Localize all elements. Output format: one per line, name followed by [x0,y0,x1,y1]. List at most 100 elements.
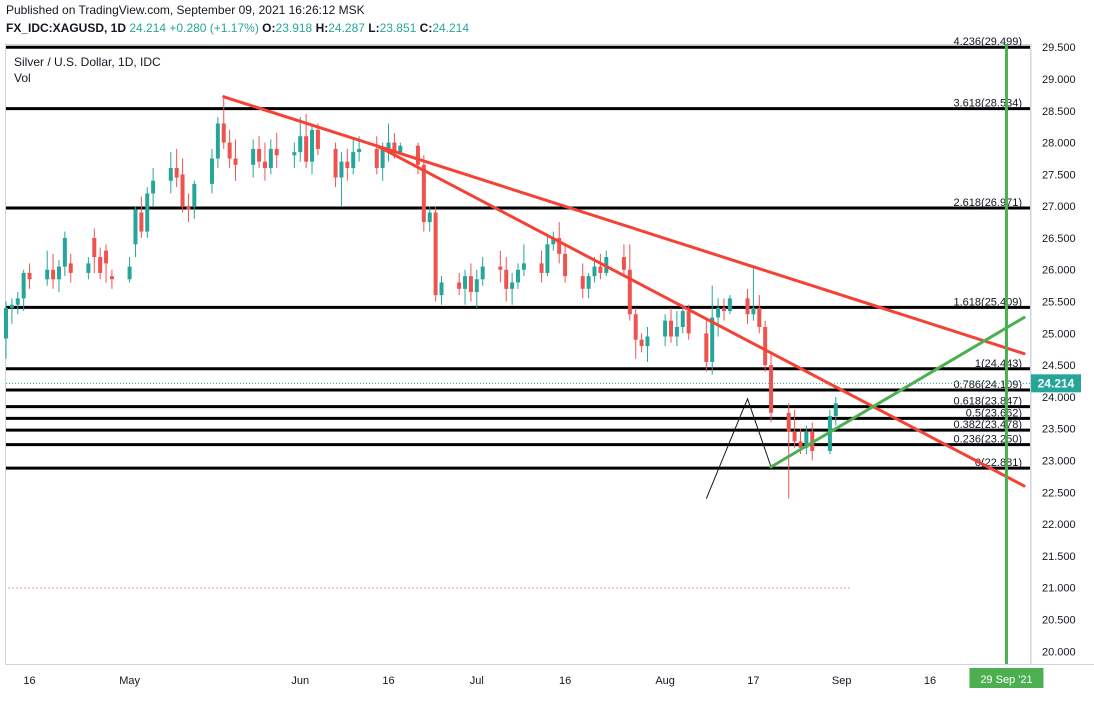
y-tick-label: 22.000 [1042,519,1076,531]
candle-body [304,136,309,162]
candle-body [21,272,26,299]
candle-body [215,123,220,159]
candle-body [192,183,197,207]
low-label: L: [368,21,380,35]
fib-level-label: 2.618(26.971) [954,197,1023,209]
trendline-red [375,144,1026,488]
candle-body [833,403,838,416]
time-axis[interactable]: 16 May Jun 16 Jul 16 Aug 17 Sep 16 [23,675,936,687]
y-tick-label: 28.500 [1042,106,1076,118]
candle-body [139,212,144,232]
candle-body [680,311,685,327]
x-tick-label: Jul [470,675,484,687]
candle-body [769,365,774,413]
candle-body [804,431,809,448]
ohlc-line: FX_IDC:XAGUSD, 1D 24.214 +0.280 (+1.17%)… [6,21,469,35]
candle-body [686,311,691,334]
candle-body [310,129,315,162]
candle-body [433,212,438,296]
candle-body [539,263,544,273]
y-tick-label: 25.500 [1042,297,1076,309]
open-label: O: [262,21,276,35]
trendlines-group [222,44,1026,664]
fib-level-label: 3.618(28.534) [954,98,1023,110]
candle-body [704,333,709,362]
candle-body [468,276,473,292]
candle-body [4,307,8,339]
candle-body [427,212,432,223]
last-price: 24.214 [129,21,167,35]
candle-body [498,266,503,270]
y-tick-label: 27.000 [1042,201,1076,213]
candle-body [151,180,156,194]
candle-body [233,158,238,165]
candle-body [145,193,150,232]
candle-body [563,253,568,277]
candle-body [551,237,556,245]
y-tick-label: 27.500 [1042,169,1076,181]
candle-body [763,326,768,366]
candle-body [374,148,379,168]
candle-body [257,148,262,162]
low-value: 23.851 [379,21,417,35]
candle-body [27,272,32,280]
published-line: Published on TradingView.com, September … [6,3,365,17]
candle-body [480,266,485,280]
candle-body [209,158,214,184]
candle-body [127,266,132,280]
y-tick-label: 26.500 [1042,233,1076,245]
candle-body [674,326,679,337]
candle-body [333,148,338,178]
legend-volume[interactable]: Vol [14,71,31,85]
candle-body [345,161,350,168]
x-tick-label: 17 [747,675,759,687]
y-tick-label: 21.500 [1042,551,1076,563]
symbol: FX_IDC:XAGUSD, 1D [6,21,127,35]
y-tick-label: 24.500 [1042,360,1076,372]
y-tick-label: 29.500 [1042,42,1076,54]
trendline-green [769,315,1026,469]
candle-body [98,257,103,273]
candle-body [727,298,732,312]
candle-body [586,276,591,289]
legend-title: Silver / U.S. Dollar, 1D, IDC [14,55,161,69]
y-tick-label: 29.000 [1042,74,1076,86]
candle-body [339,161,344,178]
high-value: 24.287 [328,21,365,35]
fib-level-label: 0.382(23.478) [954,419,1023,431]
candle-body [545,244,550,273]
candle-body [663,320,668,337]
candle-body [557,237,562,254]
candle-body [133,209,138,245]
candle-body [56,266,61,280]
candle-body [398,145,403,153]
candle-body [510,282,515,289]
candle-body [180,174,185,207]
x-tick-label: 16 [924,675,936,687]
close-value: 24.214 [432,21,470,35]
candle-body [51,269,56,280]
candle-body [15,298,20,305]
close-label: C: [419,21,433,35]
candle-body [109,276,114,280]
candle-body [298,136,303,153]
candle-body [516,269,520,283]
trendline-red [222,95,1026,356]
candle-body [639,339,644,347]
candle-body [45,269,50,280]
y-tick-label: 20.000 [1042,646,1076,658]
candle-body [645,336,650,347]
price-axis[interactable]: 20.000 20.500 21.000 21.500 22.000 22.500 23.0… [1042,42,1076,658]
change: +0.280 (+1.17%) [169,21,259,35]
fib-level-label: 0.5(23.662) [966,407,1022,419]
time-badge-text: 29 Sep '21 [980,674,1032,686]
candle-body [386,142,391,149]
candle-body [721,307,726,312]
x-tick-label: Jun [291,675,309,687]
candle-body [580,276,585,289]
x-tick-label: Sep [832,675,852,687]
candle-body [351,152,356,168]
candle-body [716,307,721,318]
candle-body [439,282,444,296]
